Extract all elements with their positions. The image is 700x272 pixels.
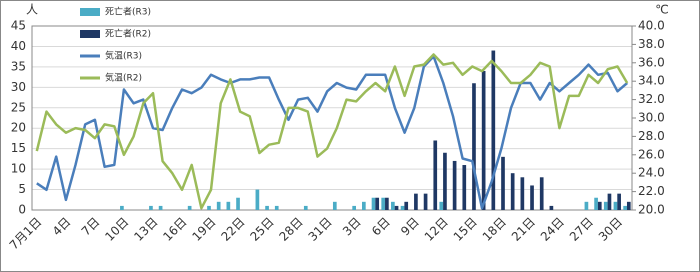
bar [597, 201, 602, 210]
y2-tick-label: 34.0 [638, 74, 665, 88]
bar [158, 205, 163, 210]
bar [462, 165, 467, 210]
bar [530, 185, 534, 210]
bar [491, 50, 496, 211]
bar [584, 201, 589, 210]
bar [371, 197, 376, 210]
bar [394, 205, 399, 210]
bar [594, 197, 598, 210]
bar [439, 201, 444, 210]
bar [539, 177, 544, 210]
bar [501, 156, 505, 210]
y2-tick-label: 30.0 [638, 111, 665, 125]
bar [617, 193, 621, 210]
bar [452, 160, 457, 210]
bar [607, 193, 612, 210]
line-series [36, 55, 629, 210]
bar [265, 205, 269, 210]
bar [414, 193, 418, 210]
y-tick-label: 30 [11, 80, 26, 94]
y2-axis-label: ℃ [655, 3, 668, 17]
legend-swatch [80, 8, 100, 16]
bar [332, 201, 337, 210]
bar [274, 205, 279, 210]
y2-tick-label: 22.0 [638, 184, 665, 198]
bar [510, 173, 515, 210]
bar [120, 205, 124, 210]
bar [236, 197, 240, 210]
bar [404, 201, 409, 210]
bar [362, 201, 366, 210]
bar [472, 83, 476, 210]
bar [303, 205, 308, 210]
plot-frame [31, 25, 633, 211]
y2-tick-label: 20.0 [638, 203, 665, 217]
y-tick-label: 45 [11, 19, 26, 33]
bar [481, 70, 486, 210]
y2-tick-label: 36.0 [638, 55, 665, 69]
y-tick-label: 10 [11, 162, 26, 176]
y-axis-label: 人 [26, 3, 38, 17]
bar [626, 201, 631, 210]
bar [549, 205, 554, 210]
y-tick-label: 40 [11, 39, 26, 53]
y-tick-label: 5 [18, 182, 26, 196]
line-series [35, 53, 629, 210]
legend-label: 気温(R3) [105, 50, 142, 62]
bar [433, 140, 438, 210]
bar [352, 205, 356, 210]
y2-tick-label: 26.0 [638, 147, 665, 161]
bar [443, 152, 447, 210]
bar [216, 201, 221, 210]
y-tick-label: 0 [18, 203, 26, 217]
legend-label: 気温(R2) [105, 72, 142, 84]
y2-tick-label: 32.0 [638, 92, 665, 106]
bar [603, 201, 608, 210]
legend-swatch [80, 30, 100, 38]
bar [391, 201, 395, 210]
bar [400, 205, 405, 210]
legend-label: 死亡者(R3) [105, 6, 151, 18]
bar [423, 193, 428, 210]
legend-label: 死亡者(R2) [105, 28, 151, 40]
y-tick-label: 25 [11, 100, 26, 114]
bar [187, 205, 192, 210]
y-tick-label: 15 [11, 141, 26, 155]
bar [226, 201, 231, 210]
y-tick-label: 20 [11, 121, 26, 135]
bar [385, 197, 389, 210]
bar [520, 177, 525, 210]
bar [623, 205, 627, 210]
bar [207, 205, 211, 210]
y2-tick-label: 38.0 [638, 37, 665, 51]
bar [375, 197, 380, 210]
bar [255, 189, 260, 210]
bar [149, 205, 153, 210]
y2-tick-label: 40.0 [638, 19, 665, 33]
y-tick-label: 35 [11, 59, 26, 73]
bar [381, 197, 386, 210]
y2-tick-label: 24.0 [638, 166, 665, 180]
y2-tick-label: 28.0 [638, 129, 665, 143]
bar [613, 201, 618, 210]
